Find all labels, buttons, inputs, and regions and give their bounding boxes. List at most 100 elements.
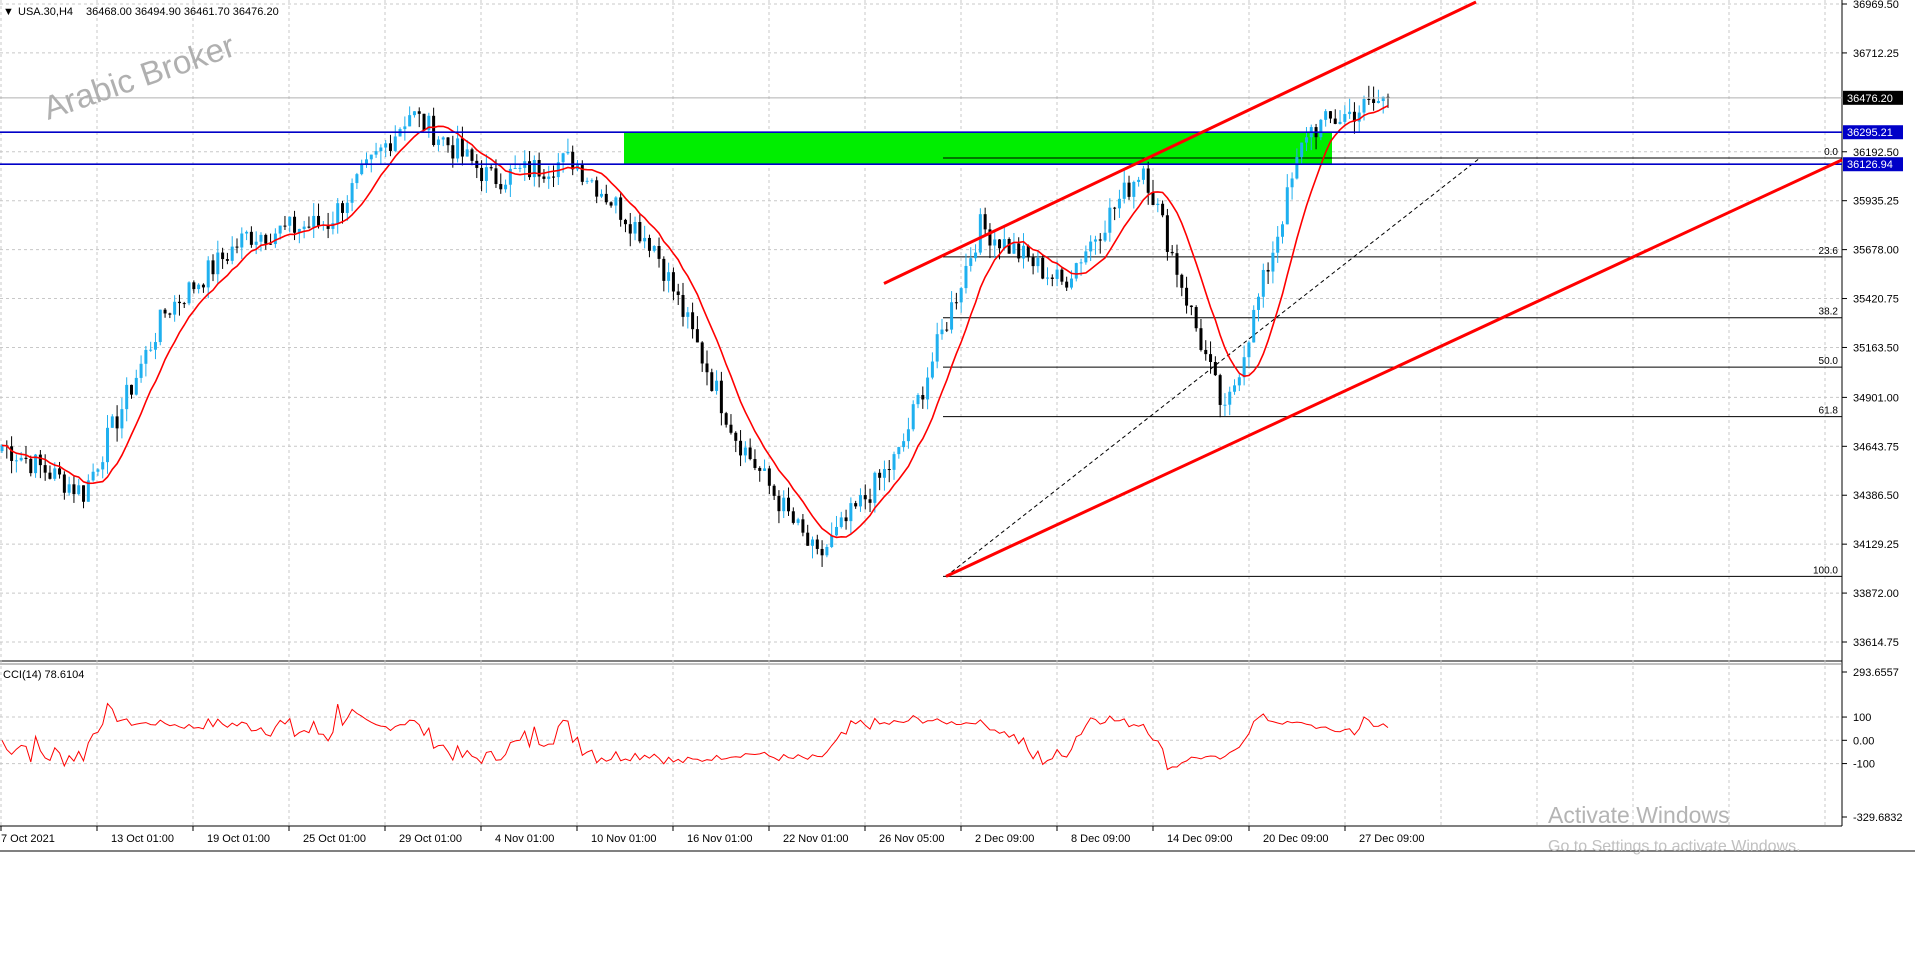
candle-body [1002, 238, 1006, 249]
candle-body [374, 151, 378, 155]
candle-body [1300, 142, 1304, 158]
candle-body [508, 168, 512, 185]
candle-body [1017, 243, 1021, 259]
candle-body [0, 445, 4, 452]
price-axis-label: 33872.00 [1853, 588, 1899, 600]
candle-body [494, 168, 498, 185]
candle-body [1304, 137, 1308, 143]
candle-body [355, 174, 359, 184]
candle-body [729, 424, 733, 433]
time-axis-label: 26 Nov 05:00 [879, 833, 944, 845]
candle-body [609, 202, 613, 206]
candle-body [1185, 287, 1189, 306]
candle-body [1084, 251, 1088, 263]
candle-body [249, 231, 253, 245]
candle-body [1367, 98, 1371, 100]
candle-body [484, 167, 488, 182]
candle-body [1357, 112, 1361, 122]
candle-body [691, 312, 695, 330]
candle-body [1151, 192, 1155, 206]
fib-level-label: 61.8 [1819, 406, 1839, 417]
candle-body [767, 468, 771, 486]
candle-body [623, 219, 627, 225]
candle-body [1252, 309, 1256, 343]
time-axis-label: 8 Dec 09:00 [1071, 833, 1130, 845]
candle-body [1079, 262, 1083, 264]
candle-body [911, 404, 915, 430]
candle-body [86, 480, 90, 502]
candle-body [451, 145, 455, 159]
candle-body [350, 183, 354, 203]
candle-body [1007, 238, 1011, 254]
price-axis-label: 36712.25 [1853, 48, 1899, 60]
candle-body [882, 469, 886, 478]
candle-body [619, 197, 623, 220]
candle-body [710, 372, 714, 391]
candle-body [432, 115, 436, 146]
candle-body [1204, 349, 1208, 355]
candle-body [1012, 243, 1016, 254]
candle-body [1089, 241, 1093, 252]
candle-body [1228, 391, 1232, 405]
price-axis-label: 35420.75 [1853, 294, 1899, 306]
price-axis-label: 36192.50 [1853, 147, 1899, 159]
chart-menu-icon[interactable]: ▼ [3, 6, 14, 18]
main-plot-area[interactable] [0, 0, 1842, 662]
candle-body [182, 303, 186, 305]
candle-body [681, 295, 685, 317]
candle-body [1122, 182, 1126, 199]
candle-body [643, 237, 647, 242]
candle-body [787, 497, 791, 512]
candle-body [1328, 111, 1332, 119]
candle-body [19, 457, 23, 461]
candle-body [667, 272, 671, 281]
candle-body [460, 138, 464, 157]
supply-zone-layer [624, 132, 1332, 165]
candle-body [964, 265, 968, 289]
candle-body [854, 503, 858, 507]
candle-body [1213, 361, 1217, 376]
candle-body [168, 313, 172, 315]
candle-body [590, 180, 594, 182]
candle-body [604, 193, 608, 203]
candle-body [1348, 111, 1352, 115]
candle-body [177, 301, 181, 304]
cci-line [1, 702, 1389, 771]
candle-body [465, 149, 469, 157]
candle-body [1156, 203, 1160, 206]
candle-body [48, 472, 52, 479]
candle-body [863, 495, 867, 500]
candle-body [412, 111, 416, 116]
horizontal-lines-layer: 36295.21 36126.94 36476.20 [0, 90, 1903, 172]
candle-body [427, 115, 431, 131]
candle-body [834, 526, 838, 536]
candle-body [897, 447, 901, 455]
candle-body [153, 342, 157, 350]
candle-body [53, 468, 57, 479]
candle-body [125, 384, 129, 410]
candle-body [278, 225, 282, 234]
candle-body [652, 246, 656, 251]
moving-average-line [1, 104, 1389, 539]
candle-body [1285, 187, 1289, 225]
candle-body [1065, 281, 1069, 288]
time-axis-label: 22 Nov 01:00 [783, 833, 848, 845]
cci-axis-label: 100 [1853, 712, 1871, 724]
candle-body [734, 432, 738, 441]
candle-body [1050, 277, 1054, 279]
candle-body [585, 180, 589, 182]
candle-body [1127, 182, 1131, 197]
candle-body [72, 484, 76, 495]
candle-body [1041, 257, 1045, 279]
activation-title: Activate Windows [1548, 802, 1730, 828]
candle-body [844, 517, 848, 522]
channel-lower-line [945, 158, 1843, 578]
candle-body [1237, 377, 1241, 386]
candle-body [858, 495, 862, 507]
candle-body [1257, 296, 1261, 310]
candle-body [595, 180, 599, 197]
cci-title: CCI(14) 78.6104 [3, 669, 84, 681]
candle-body [954, 302, 958, 304]
price-tag-label: 36295.21 [1847, 127, 1893, 139]
